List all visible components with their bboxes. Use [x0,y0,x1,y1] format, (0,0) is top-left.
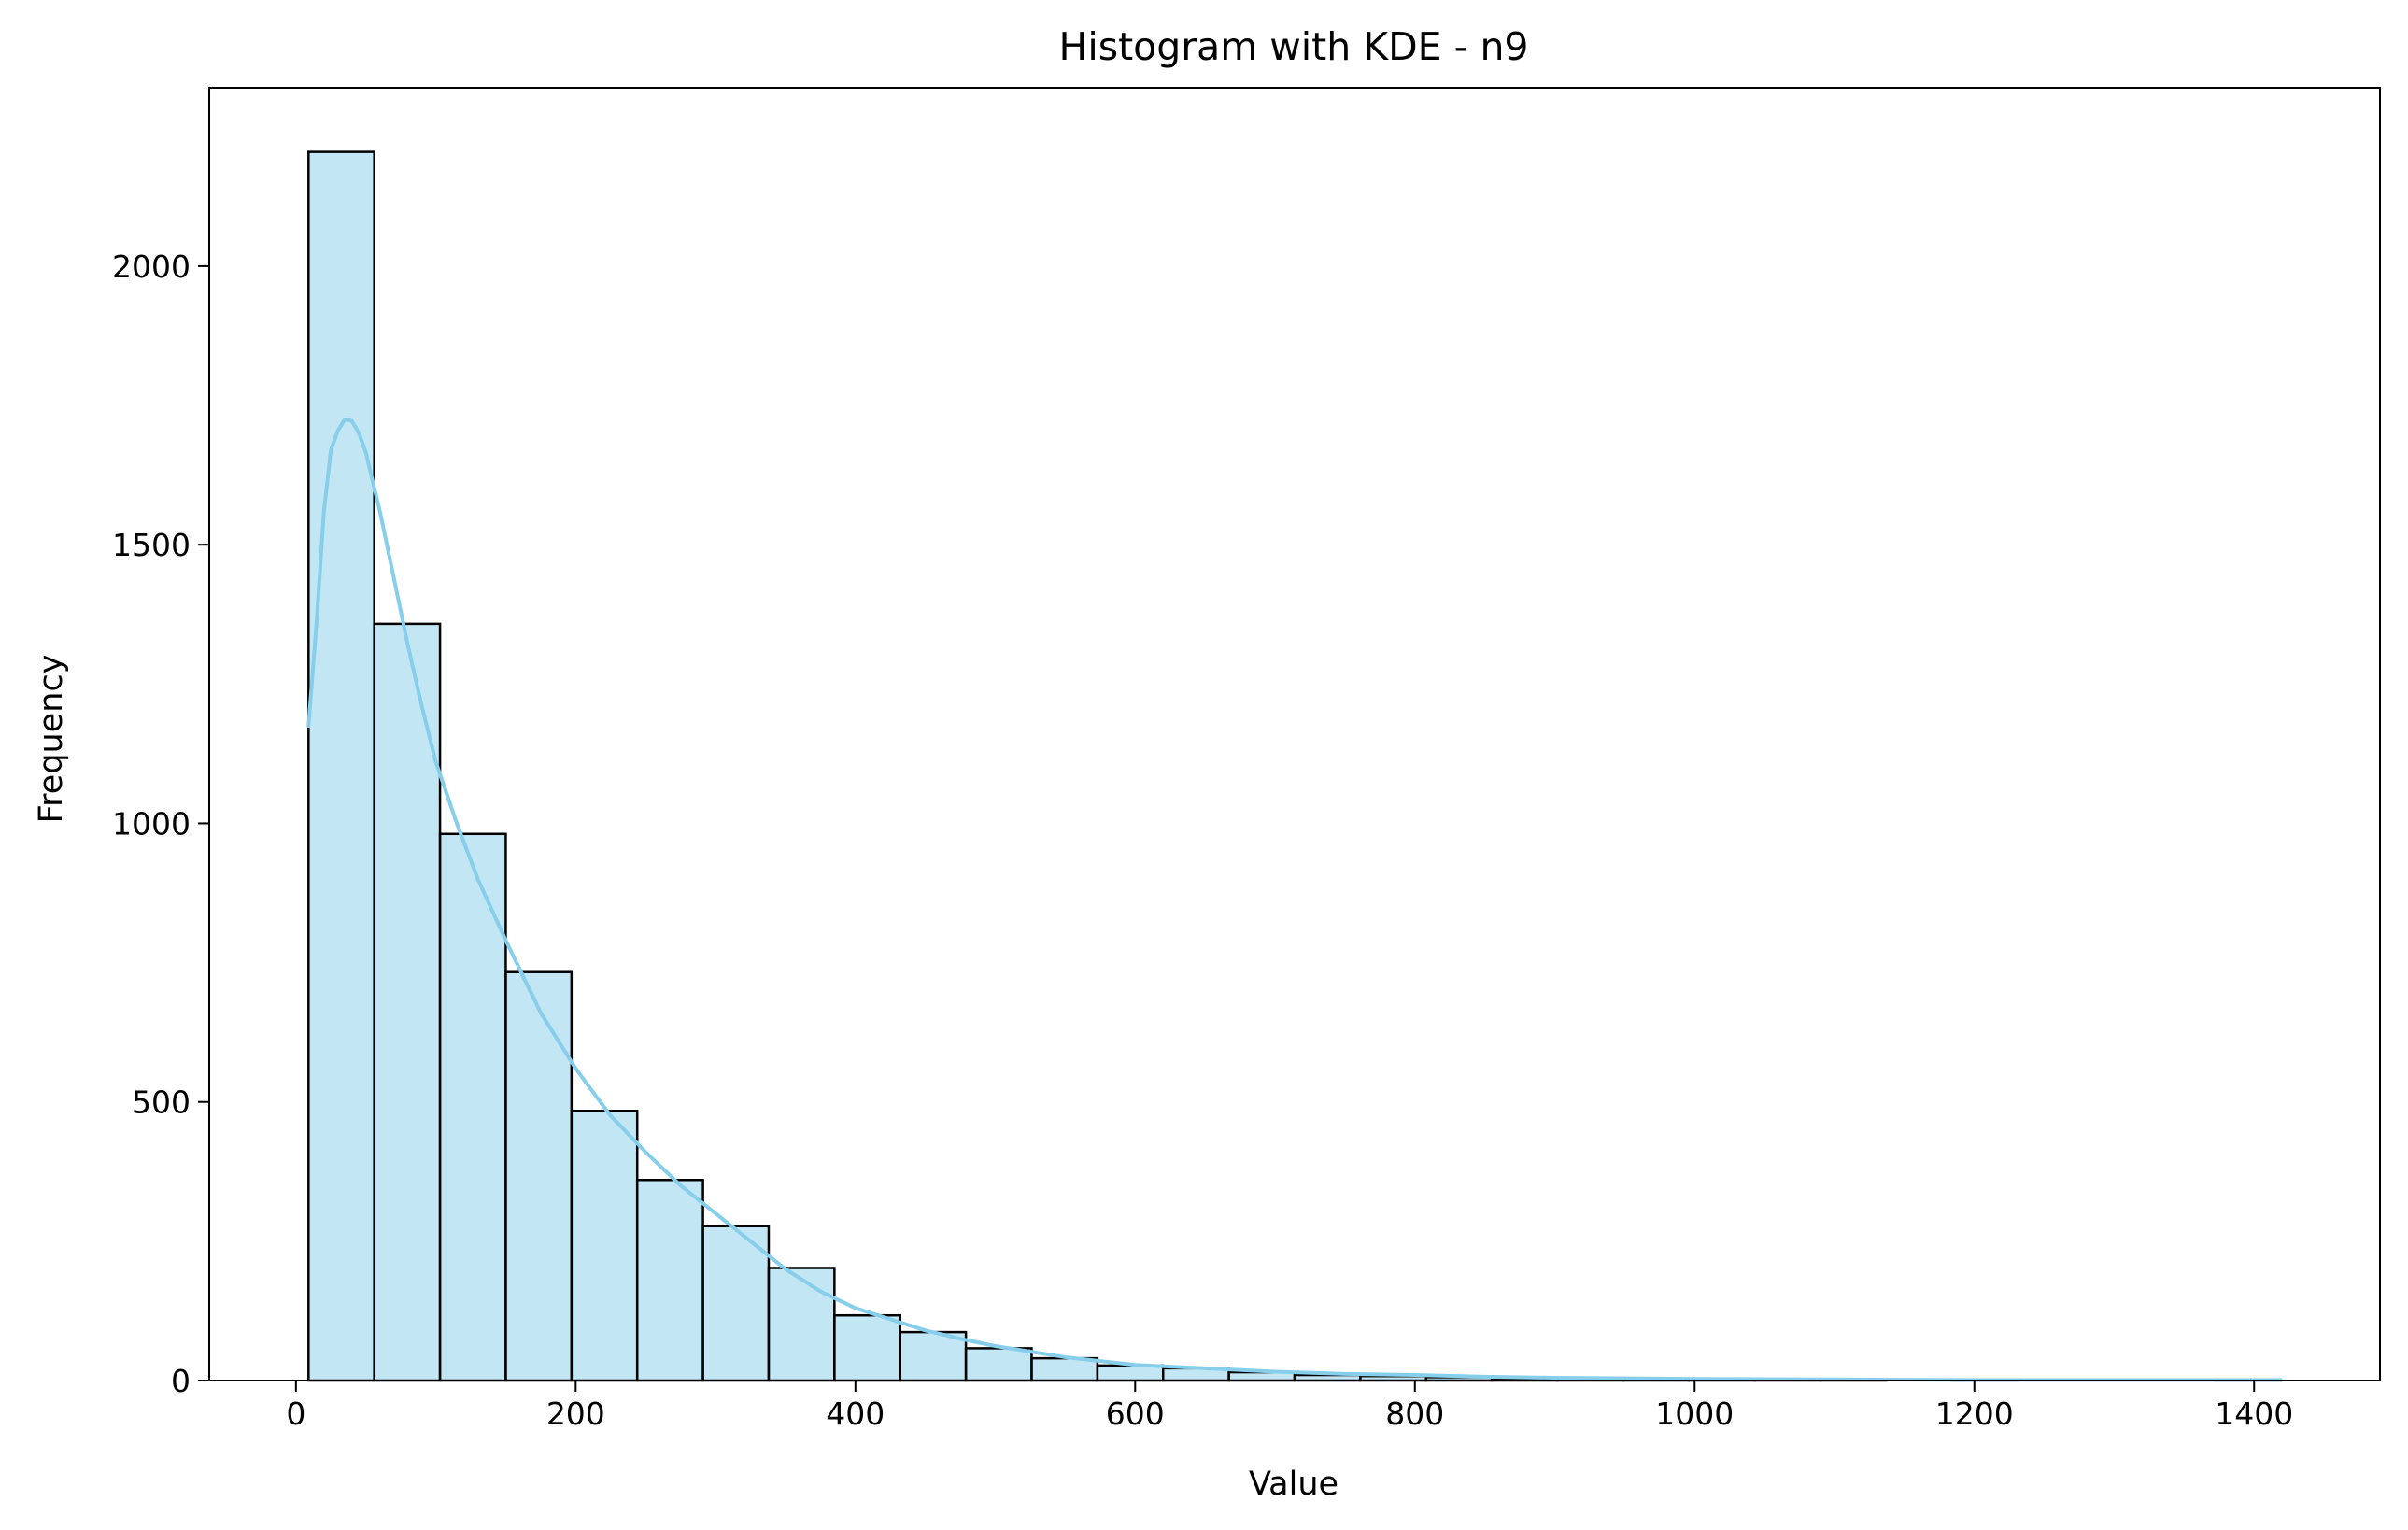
histogram-bar-4 [570,1110,639,1382]
x-tick-label: 0 [286,1395,305,1432]
x-tick-label: 1000 [1655,1395,1734,1432]
x-axis-label: Value [1249,1466,1339,1503]
histogram-bar-3 [504,970,574,1382]
x-tick-label: 800 [1385,1395,1444,1432]
histogram-bar-2 [438,832,507,1382]
x-axis: 0 200 400 600 800 1000 1200 1400 [286,1381,2293,1432]
y-tick-label: 2000 [112,248,191,285]
histogram-bar-12 [1096,1364,1165,1382]
histogram-bar-5 [635,1178,704,1382]
histogram-bar-10 [964,1347,1033,1382]
x-tick-label: 600 [1106,1395,1165,1432]
x-tick-label: 200 [546,1395,605,1432]
x-tick-label: 1400 [2215,1395,2293,1432]
histogram-bar-8 [833,1313,901,1382]
chart-title: Histogram with KDE - n9 [1058,24,1528,69]
y-tick-label: 1500 [112,527,191,563]
y-axis: 0 500 1000 1500 2000 [112,248,209,1399]
x-tick-label: 1200 [1935,1395,2014,1432]
histogram-bar-7 [767,1267,836,1382]
y-tick-label: 500 [132,1084,191,1121]
histogram-bar-1 [373,622,442,1382]
x-tick-label: 400 [826,1395,885,1432]
y-tick-label: 0 [171,1363,191,1399]
plot-area-frame [208,87,2381,1381]
kde-curve [306,417,2283,1382]
y-axis-label: Frequency [33,655,70,824]
histogram-bar-11 [1030,1356,1099,1382]
histogram-bars [307,150,2282,1382]
y-tick-label: 1000 [112,805,191,842]
histogram-bar-0 [307,150,375,1382]
